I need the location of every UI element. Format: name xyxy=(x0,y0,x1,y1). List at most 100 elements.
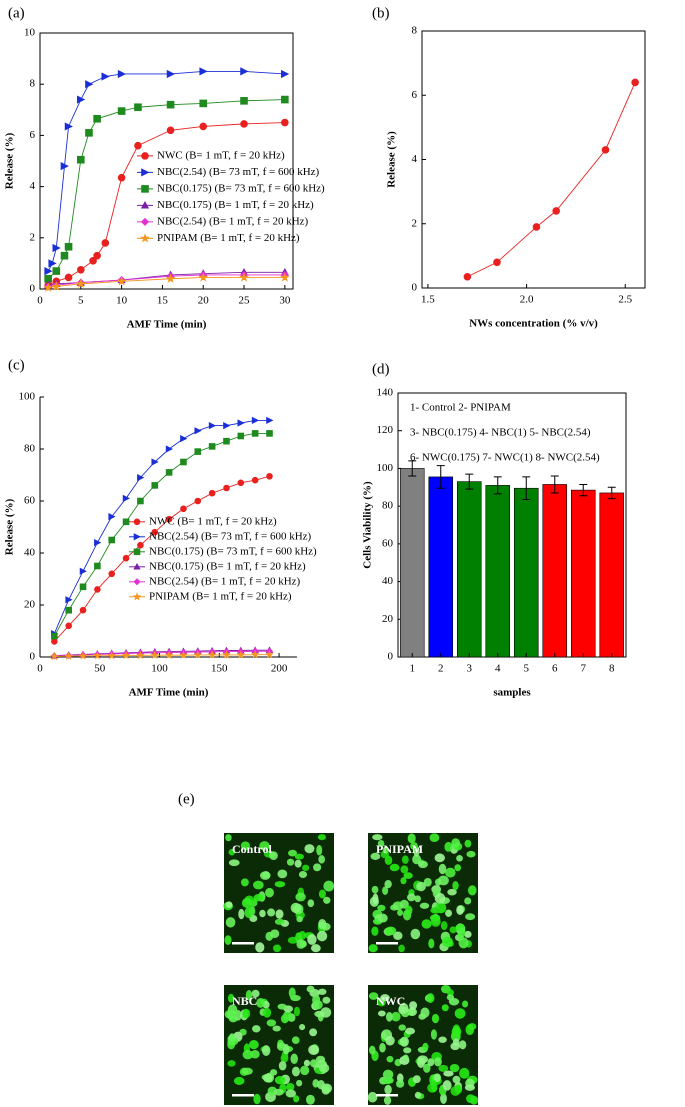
x-tick-label: 200 xyxy=(271,663,288,675)
data-point xyxy=(151,482,159,489)
legend-label: NWC (B= 1 mT, f = 20 kHz) xyxy=(157,149,285,161)
cell xyxy=(418,860,428,869)
cell xyxy=(323,880,335,892)
y-tick-label: 80 xyxy=(24,443,36,455)
error-bar xyxy=(607,486,616,500)
x-tick-label: 6 xyxy=(552,663,558,675)
cell xyxy=(228,859,240,867)
y-tick-label: 60 xyxy=(24,495,36,507)
bar xyxy=(599,492,625,658)
cell xyxy=(304,844,315,854)
cell xyxy=(430,907,441,914)
micrograph: PNIPAM xyxy=(368,833,478,953)
cell xyxy=(296,1079,303,1087)
cell xyxy=(321,922,331,931)
cell xyxy=(269,1069,278,1076)
data-point xyxy=(43,282,54,292)
cell xyxy=(445,867,456,878)
cell xyxy=(259,909,266,918)
cell xyxy=(238,908,245,920)
cell xyxy=(308,1044,320,1056)
cell xyxy=(307,934,317,945)
data-point xyxy=(93,651,102,660)
data-point xyxy=(117,173,126,182)
y-tick-label: 8 xyxy=(30,78,36,90)
cell xyxy=(372,893,379,905)
cell xyxy=(438,863,447,875)
cell xyxy=(420,1007,430,1018)
data-point xyxy=(93,251,101,260)
cell xyxy=(298,871,308,879)
cell xyxy=(267,908,276,917)
data-point xyxy=(223,421,231,430)
cell xyxy=(242,1008,251,1019)
data-point xyxy=(239,272,249,282)
cell xyxy=(458,937,469,949)
data-point xyxy=(251,476,259,484)
data-point xyxy=(64,651,74,660)
data-point xyxy=(51,281,62,291)
data-point xyxy=(194,427,202,435)
data-point xyxy=(266,473,273,480)
x-tick-label: 50 xyxy=(94,663,106,675)
data-point xyxy=(165,273,176,283)
cell xyxy=(448,997,460,1006)
data-point xyxy=(151,458,159,466)
data-point xyxy=(237,432,245,440)
cell xyxy=(272,1025,281,1032)
series-line xyxy=(53,419,270,634)
cell xyxy=(428,938,435,949)
cell xyxy=(302,864,310,872)
series-line xyxy=(48,277,285,289)
data-point xyxy=(164,650,174,659)
x-tick-label: 25 xyxy=(239,295,251,307)
scale-bar xyxy=(376,942,398,945)
cell xyxy=(384,855,393,865)
cell xyxy=(382,1069,394,1080)
cell xyxy=(465,913,476,921)
legend-marker xyxy=(141,168,150,177)
panel-label: (a) xyxy=(8,5,25,21)
cell xyxy=(241,1067,253,1075)
data-point xyxy=(279,272,290,282)
data-point xyxy=(122,494,130,503)
plot-frame xyxy=(421,30,646,289)
image-label: NBC xyxy=(232,994,257,1008)
data-point xyxy=(166,69,175,79)
data-point xyxy=(134,103,142,112)
cell xyxy=(377,904,386,912)
cell xyxy=(259,871,271,880)
legend-marker xyxy=(140,201,150,209)
cell xyxy=(253,893,264,902)
cell xyxy=(225,834,232,842)
x-tick-label: 15 xyxy=(157,295,169,307)
cell xyxy=(266,1019,277,1027)
data-point xyxy=(165,469,173,476)
cell xyxy=(255,942,265,953)
data-point xyxy=(89,257,97,265)
cell xyxy=(249,1040,259,1050)
data-point xyxy=(199,122,208,131)
cell xyxy=(464,897,472,905)
legend-label: NBC(2.54) (B= 73 mT, f = 600 kHz) xyxy=(157,166,320,178)
cell xyxy=(452,881,459,891)
bar xyxy=(428,476,454,658)
cell xyxy=(313,863,322,872)
data-point xyxy=(108,536,116,544)
cell xyxy=(400,865,409,874)
scale-bar xyxy=(232,942,254,945)
cell xyxy=(399,899,409,909)
data-point xyxy=(78,651,88,660)
data-point xyxy=(240,120,248,128)
data-point xyxy=(134,141,142,150)
series-line xyxy=(48,274,285,287)
data-point xyxy=(122,554,130,562)
data-point xyxy=(281,95,289,104)
cell xyxy=(462,1000,469,1008)
data-point xyxy=(199,99,208,108)
cell xyxy=(293,1095,300,1103)
cell xyxy=(410,928,421,940)
data-point xyxy=(251,430,259,437)
annotation: 6- NWC(0.175) 7- NWC(1) 8- NWC(2.54) xyxy=(410,452,600,464)
cell xyxy=(265,931,274,941)
